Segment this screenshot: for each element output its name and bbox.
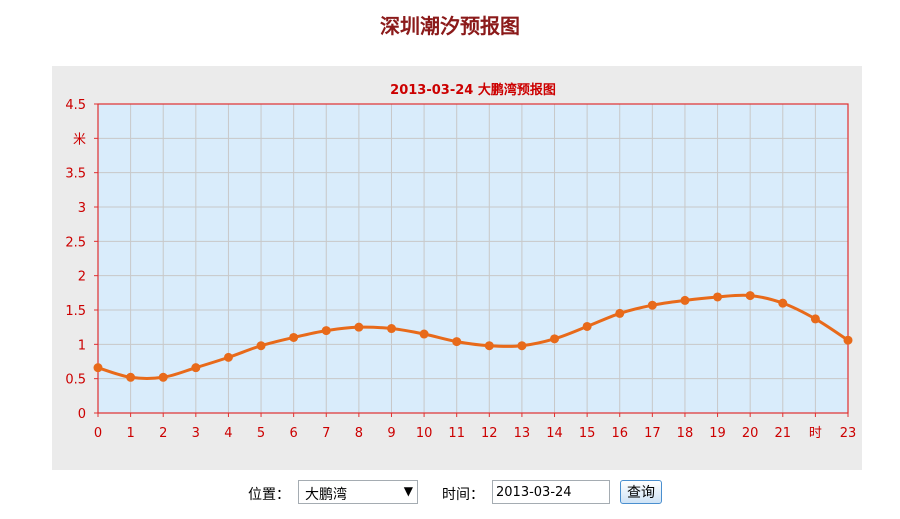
y-axis-unit-label: 米 — [73, 132, 86, 147]
data-point — [680, 295, 690, 305]
data-point — [582, 321, 592, 331]
data-point — [615, 308, 625, 318]
x-tick-label: 0 — [94, 426, 102, 441]
data-point — [550, 334, 560, 344]
tide-chart: 00.511.522.533.5米4.5 0 1 2 3 4 5 6 7 8 9 10 11 12 13 1… — [65, 82, 856, 441]
x-tick-label: 17 — [644, 426, 661, 441]
x-tick-label: 11 — [448, 426, 465, 441]
data-point — [843, 335, 853, 345]
data-point — [713, 292, 723, 302]
page-title: 深圳潮汐预报图 — [380, 14, 520, 38]
data-point — [289, 332, 299, 342]
x-tick-label: 5 — [257, 426, 265, 441]
x-tick-label: 8 — [355, 426, 363, 441]
data-point — [419, 329, 429, 339]
data-point — [517, 341, 527, 351]
data-point — [778, 298, 788, 308]
plot-frame — [97, 103, 849, 414]
data-point — [745, 291, 755, 301]
time-label: 时间： — [442, 487, 484, 503]
data-point — [158, 372, 168, 382]
grid-lines — [98, 104, 848, 413]
data-point — [321, 326, 331, 336]
y-tick-label: 2.5 — [65, 235, 86, 250]
data-point — [191, 363, 201, 373]
data-point — [452, 337, 462, 347]
x-tick-label: 23 — [840, 426, 857, 441]
x-tick-label: 9 — [387, 426, 395, 441]
y-tick-label: 0 — [78, 407, 86, 422]
y-tick-label: 0.5 — [65, 373, 86, 388]
x-tick-label: 13 — [514, 426, 531, 441]
y-tick-label: 4.5 — [65, 98, 86, 113]
data-point — [93, 363, 103, 373]
data-point — [256, 341, 266, 351]
data-point — [386, 324, 396, 334]
data-point — [354, 322, 364, 332]
x-tick-label: 18 — [677, 426, 694, 441]
query-button[interactable]: 查询 — [620, 480, 662, 504]
y-tick-label: 1.5 — [65, 304, 86, 319]
frame-border — [97, 103, 849, 414]
data-point — [647, 300, 657, 310]
y-axis-ticks: 0 0.5 1 1.5 2 2.5 3 3.5 米 4.5 — [65, 98, 98, 422]
data-point — [810, 314, 820, 324]
x-axis-ticks: 0 1 2 3 4 5 6 7 8 9 10 11 12 13 14 15 16 17 18 19 20 21 时 23 — [94, 413, 856, 441]
x-tick-label: 16 — [611, 426, 628, 441]
x-tick-label: 2 — [159, 426, 167, 441]
date-input[interactable] — [492, 480, 610, 504]
x-tick-label: 20 — [742, 426, 759, 441]
x-tick-label: 6 — [290, 426, 298, 441]
x-axis-unit-label: 时 — [809, 426, 822, 441]
x-tick-label: 21 — [775, 426, 792, 441]
data-point — [126, 372, 136, 382]
x-tick-label: 7 — [322, 426, 330, 441]
x-tick-label: 4 — [224, 426, 232, 441]
y-tick-label: 1 — [78, 338, 86, 353]
y-tick-label: 3 — [78, 201, 86, 216]
x-tick-label: 15 — [579, 426, 596, 441]
query-controls: 位置： 大鹏湾 ▼ 时间： 查询 — [0, 480, 900, 506]
tide-points — [93, 291, 853, 382]
x-tick-label: 1 — [126, 426, 134, 441]
plot-area — [98, 104, 848, 413]
x-tick-label: 3 — [192, 426, 200, 441]
data-point — [223, 352, 233, 362]
x-tick-label: 10 — [416, 426, 433, 441]
y-tick-label: 3.5 — [65, 167, 86, 182]
location-label: 位置： — [248, 487, 290, 503]
chart-title: 2013-03-24 大鹏湾预报图 — [390, 82, 556, 98]
location-select-value: 大鹏湾 — [305, 487, 347, 503]
tide-chart-panel: 0 0.5 1 1.5 2 2.5 3 3.5 米 4.5 0 1 2 3 4 5 6 7 8 9 10 11 12 13 1… — [52, 66, 862, 470]
data-point — [484, 341, 494, 351]
x-tick-label: 14 — [546, 426, 563, 441]
location-select[interactable]: 大鹏湾 ▼ — [298, 480, 418, 504]
x-tick-label: 19 — [709, 426, 726, 441]
chevron-down-icon[interactable]: ▼ — [403, 484, 413, 498]
x-tick-label: 12 — [481, 426, 498, 441]
y-tick-label: 2 — [78, 270, 86, 285]
